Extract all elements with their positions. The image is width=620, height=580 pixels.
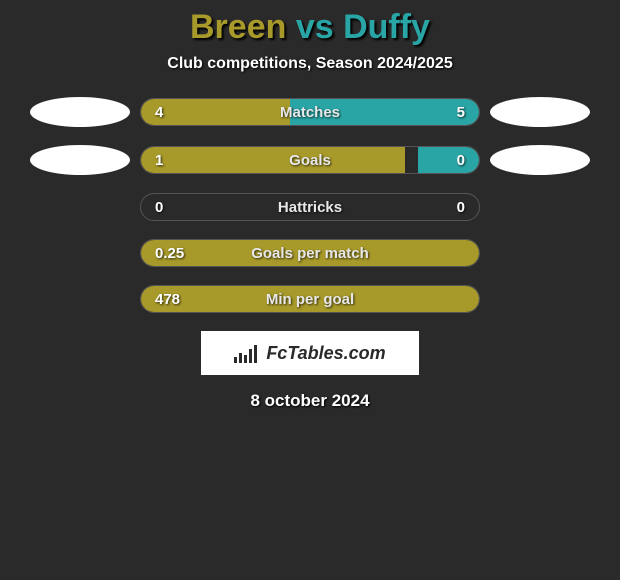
subtitle: Club competitions, Season 2024/2025 [0,55,620,73]
title-right: Duffy [343,8,430,46]
metric-row: 0.25 Goals per match [0,239,620,267]
brand-text: FcTables.com [266,343,385,364]
bar-track: 478 Min per goal [140,285,480,313]
player1-oval-slot [20,97,140,127]
bar-track: 4 Matches 5 [140,98,480,126]
metric-row: 0 Hattricks 0 [0,193,620,221]
player1-oval [30,97,130,127]
player2-oval-slot [480,145,600,175]
bar-track: 0.25 Goals per match [140,239,480,267]
player1-oval-slot [20,145,140,175]
title-mid: vs [286,8,343,46]
title-left: Breen [190,8,286,46]
bar-track: 0 Hattricks 0 [140,193,480,221]
metric-label: Hattricks [278,199,342,216]
value-left: 4 [155,104,163,121]
value-left: 0.25 [155,245,184,262]
value-left: 478 [155,291,180,308]
bar-right [418,147,479,173]
metric-label: Goals per match [251,245,369,262]
bar-left [141,147,405,173]
value-left: 1 [155,152,163,169]
comparison-title: Breen vs Duffy [0,0,620,47]
player2-oval [490,97,590,127]
value-right: 0 [457,199,465,216]
value-right: 5 [457,104,465,121]
value-right: 0 [457,152,465,169]
value-left: 0 [155,199,163,216]
metric-row: 1 Goals 0 [0,145,620,175]
player2-oval-slot [480,97,600,127]
metric-label: Goals [289,152,331,169]
metric-row: 4 Matches 5 [0,97,620,127]
player1-oval [30,145,130,175]
metric-row: 478 Min per goal [0,285,620,313]
chart-area: 4 Matches 5 1 Goals 0 0 Hattricks 0 0.25 Goals per… [0,97,620,313]
bar-chart-icon [234,343,260,363]
metric-label: Min per goal [266,291,354,308]
brand-box: FcTables.com [201,331,419,375]
metric-label: Matches [280,104,340,121]
bar-track: 1 Goals 0 [140,146,480,174]
player2-oval [490,145,590,175]
date-line: 8 october 2024 [0,391,620,411]
